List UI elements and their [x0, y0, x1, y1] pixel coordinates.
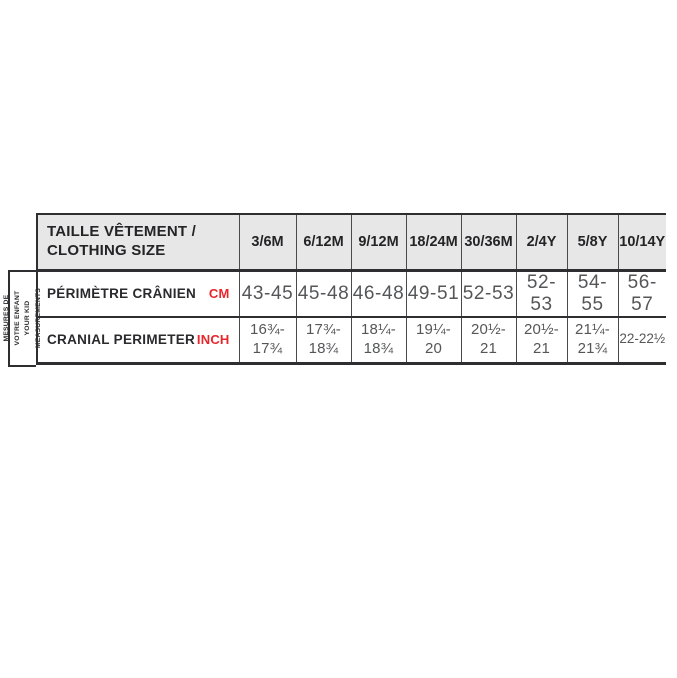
cm-value-9-12m: 46-48 [350, 270, 406, 318]
cm-value-3-6m: 43-45 [238, 270, 296, 318]
cm-row-label: PÉRIMÈTRE CRÂNIEN [47, 286, 197, 301]
inch-value-5-8y: 21¼- 21¾ [566, 316, 618, 364]
cranial-perimeter-inch-row: CRANIAL PERIMETER INCH 16¾- 17¾ 17¾- 18¾… [37, 316, 666, 364]
column-header-2-4y: 2/4Y [515, 214, 567, 272]
inch-value-6-12m: 17¾- 18¾ [295, 316, 351, 364]
size-chart-table: TAILLE VÊTEMENT / CLOTHING SIZE 3/6M 6/1… [36, 213, 666, 365]
column-header-6-12m: 6/12M [295, 214, 351, 272]
inch-value-2-4y: 20½- 21 [515, 316, 567, 364]
inch-value-30-36m: 20½- 21 [460, 316, 516, 364]
column-header-18-24m: 18/24M [405, 214, 461, 272]
cm-unit-label: CM [208, 286, 230, 301]
cm-value-6-12m: 45-48 [295, 270, 351, 318]
cranial-perimeter-cm-row: PÉRIMÈTRE CRÂNIEN CM 43-45 45-48 46-48 4… [37, 270, 666, 318]
inch-value-18-24m: 19¼- 20 [405, 316, 461, 364]
cm-value-5-8y: 54-55 [566, 270, 618, 318]
inch-value-10-14y: 22-22½ [617, 316, 666, 364]
inch-row-label-cell: CRANIAL PERIMETER INCH [37, 317, 239, 364]
inch-value-3-6m: 16¾- 17¾ [238, 316, 296, 364]
size-header-cell: TAILLE VÊTEMENT / CLOTHING SIZE [37, 214, 239, 272]
cm-value-10-14y: 56-57 [617, 270, 666, 318]
column-header-30-36m: 30/36M [460, 214, 516, 272]
inch-unit-label: INCH [196, 332, 230, 348]
table-header-row: TAILLE VÊTEMENT / CLOTHING SIZE 3/6M 6/1… [37, 214, 666, 272]
column-header-3-6m: 3/6M [238, 214, 296, 272]
column-header-5-8y: 5/8Y [566, 214, 618, 272]
cm-row-label-wrap: PÉRIMÈTRE CRÂNIEN CM [47, 286, 230, 301]
column-header-10-14y: 10/14Y [617, 214, 666, 272]
inch-row-label: CRANIAL PERIMETER [47, 332, 196, 348]
inch-row-label-wrap: CRANIAL PERIMETER INCH [47, 332, 230, 347]
column-header-9-12m: 9/12M [350, 214, 406, 272]
inch-value-9-12m: 18¼- 18¾ [350, 316, 406, 364]
cm-value-30-36m: 52-53 [460, 270, 516, 318]
cm-row-label-cell: PÉRIMÈTRE CRÂNIEN CM [37, 270, 239, 318]
side-measurements-box: MESURES DE VOTRE ENFANT YOUR KID MEASURE… [3, 270, 42, 367]
cm-value-18-24m: 49-51 [405, 270, 461, 318]
cm-value-2-4y: 52-53 [515, 270, 567, 318]
